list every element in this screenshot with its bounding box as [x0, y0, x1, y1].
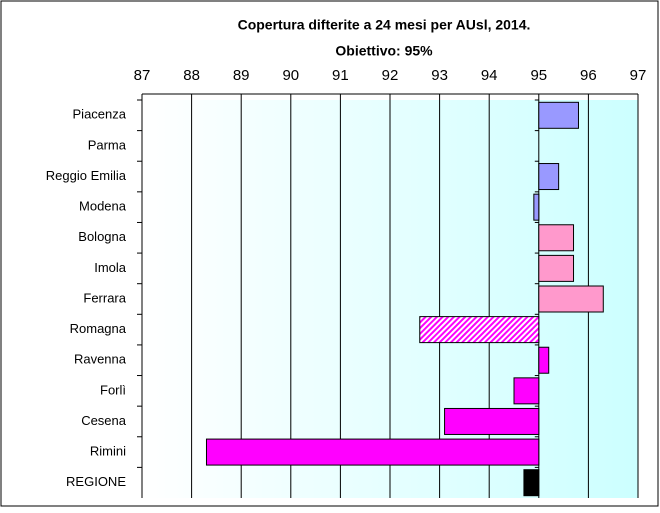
- bar: [538, 346, 550, 374]
- bar: [533, 193, 540, 221]
- x-tick-label: 93: [431, 67, 448, 84]
- bar: [538, 285, 604, 313]
- x-tick-label: 92: [382, 67, 399, 84]
- y-tick-label: Forlì: [100, 382, 126, 397]
- y-tick-label: Cesena: [81, 413, 127, 428]
- x-tick-label: 89: [233, 67, 250, 84]
- bar: [523, 469, 540, 497]
- bar: [538, 101, 579, 129]
- x-tick-label: 97: [630, 67, 647, 84]
- bar: [538, 163, 560, 191]
- x-tick-label: 88: [183, 67, 200, 84]
- bar: [538, 254, 575, 282]
- bar: [444, 407, 540, 435]
- chart-title: Copertura difterite a 24 mesi per AUsl, …: [238, 17, 531, 33]
- y-tick-label: Bologna: [78, 229, 126, 244]
- y-tick-label: Rimini: [90, 444, 126, 459]
- chart-subtitle: Obiettivo: 95%: [335, 43, 433, 59]
- y-tick-label: Ravenna: [74, 352, 127, 367]
- y-tick-label: Modena: [79, 199, 127, 214]
- bar: [205, 438, 540, 466]
- x-tick-label: 87: [134, 67, 151, 84]
- x-tick-label: 94: [481, 67, 498, 84]
- y-tick-label: Parma: [88, 137, 127, 152]
- bar: [419, 316, 540, 344]
- x-tick-label: 95: [530, 67, 547, 84]
- x-tick-label: 91: [332, 67, 349, 84]
- y-tick-label: Imola: [94, 260, 127, 275]
- x-tick-label: 96: [580, 67, 597, 84]
- bar: [538, 224, 575, 252]
- y-tick-label: Reggio Emilia: [46, 168, 127, 183]
- bar: [513, 377, 540, 405]
- y-tick-label: Piacenza: [73, 107, 127, 122]
- y-tick-label: Romagna: [70, 321, 127, 336]
- y-tick-label: Ferrara: [83, 290, 126, 305]
- x-tick-label: 90: [282, 67, 299, 84]
- y-tick-label: REGIONE: [66, 474, 126, 489]
